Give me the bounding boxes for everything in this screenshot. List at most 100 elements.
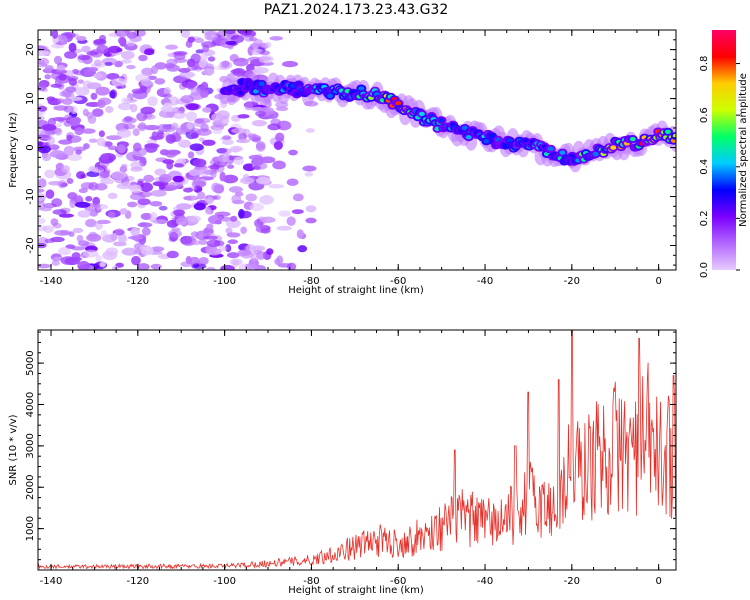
spectrogram-speckle — [137, 178, 145, 184]
spectrogram-speckle — [38, 105, 48, 112]
snr-ticks: -140 -120 -100 -80 -60 -40 -20 0 1000 2000 3000 400… — [25, 330, 676, 587]
spectrogram-xtick-label: 0 — [655, 276, 661, 287]
snr-xtick-label: -40 — [477, 576, 493, 587]
spectrogram-speckle — [94, 222, 103, 231]
spectrogram-speckle — [204, 206, 212, 215]
spectrogram-speckle — [286, 178, 299, 186]
spectrogram-speckle — [87, 115, 97, 124]
spectrogram-speckle — [255, 110, 267, 117]
spectrogram-speckle — [175, 217, 188, 226]
spectrogram-speckle — [75, 35, 87, 42]
spectrogram-speckle — [202, 107, 212, 113]
spectrogram-speckle — [127, 201, 138, 208]
spectrogram-speckle — [112, 265, 119, 270]
spectrogram-speckle — [173, 163, 185, 168]
spectrogram-speckle — [38, 84, 47, 91]
spectrogram-speckle — [245, 193, 257, 202]
spectrogram-speckle — [216, 147, 228, 154]
spectrogram-speckle — [140, 106, 156, 115]
spectrogram-speckle — [140, 212, 153, 221]
spectrogram-speckle — [99, 261, 106, 268]
spectrogram-speckle — [141, 227, 151, 236]
spectrogram-speckle — [67, 153, 82, 162]
spectrogram-speckle — [109, 90, 116, 99]
spectrogram-speckle — [38, 201, 46, 211]
spectrogram-xtick-label: -40 — [477, 276, 493, 287]
spectrogram-speckle — [93, 59, 103, 67]
spectrogram-speckle — [187, 151, 195, 159]
spectrogram-speckle — [251, 137, 261, 143]
spectrogram-speckle — [47, 135, 55, 146]
spectrogram-speckle — [237, 114, 250, 119]
spectrogram-speckle — [158, 182, 166, 190]
spectrogram-ridge-core — [358, 86, 365, 91]
spectrogram-speckle — [202, 139, 216, 146]
spectrogram-speckle — [266, 248, 274, 255]
spectrogram-speckle — [225, 227, 233, 234]
spectrogram-speckle — [291, 209, 304, 215]
spectrogram-speckle — [186, 81, 195, 90]
spectrogram-speckle — [75, 149, 82, 155]
spectrogram-speckle — [95, 86, 110, 96]
spectrogram-ridge-core — [418, 111, 425, 117]
spectrogram-speckle — [137, 222, 153, 228]
spectrogram-speckle — [228, 186, 243, 193]
spectrogram-xtick-label: -20 — [564, 276, 580, 287]
spectrogram-ridge-core — [293, 92, 300, 97]
spectrogram-speckle — [50, 83, 63, 88]
colorbar-tick-label: 0.8 — [699, 56, 710, 72]
spectrogram-speckle — [129, 35, 142, 43]
spectrogram-speckle — [149, 201, 163, 207]
spectrogram-speckle — [143, 174, 155, 183]
spectrogram-speckle — [165, 44, 178, 50]
spectrogram-speckle — [286, 262, 297, 270]
spectrogram-speckle — [144, 143, 160, 149]
spectrogram-speckle — [230, 145, 243, 152]
spectrogram-speckle — [121, 117, 137, 124]
spectrogram-speckle — [58, 34, 68, 45]
spectrogram-speckle — [137, 198, 151, 206]
spectrogram-speckle — [85, 195, 93, 202]
spectrogram-ytick-label: -20 — [25, 237, 36, 253]
spectrogram-speckle — [272, 160, 286, 170]
colorbar — [712, 30, 736, 270]
spectrogram-speckle — [141, 67, 154, 77]
spectrogram-speckle — [172, 175, 184, 183]
spectrogram-speckle — [68, 231, 75, 237]
spectrogram-speckle — [132, 128, 140, 137]
spectrogram-speckle — [239, 177, 255, 185]
spectrogram-ylabel: Frequency (Hz) — [8, 112, 19, 188]
spectrogram-speckle — [218, 245, 228, 252]
spectrogram-speckle — [86, 50, 99, 56]
spectrogram-speckle — [137, 122, 147, 132]
snr-xtick-label: -20 — [564, 576, 580, 587]
spectrogram-speckle — [74, 86, 90, 96]
spectrogram-speckle — [94, 183, 108, 191]
colorbar-label: Normalized spectral amplitude — [738, 73, 749, 227]
spectrogram-speckle — [150, 212, 158, 220]
spectrogram-speckle — [96, 137, 106, 147]
spectrogram-speckle — [68, 42, 77, 53]
spectrogram-speckle — [147, 75, 157, 81]
spectrogram-speckle — [81, 45, 91, 53]
figure-title: PAZ1.2024.173.23.43.G32 — [264, 2, 449, 18]
spectrogram-speckle — [188, 169, 201, 177]
spectrogram-speckle — [107, 192, 118, 200]
spectrogram-speckle — [296, 229, 304, 239]
spectrogram-speckle — [268, 183, 285, 189]
spectrogram-speckle — [116, 47, 123, 53]
spectrogram-ridge-core — [592, 151, 599, 157]
spectrogram-speckle — [43, 225, 54, 234]
spectrogram-speckle — [185, 255, 192, 264]
spectrogram-xtick-label: -140 — [40, 276, 63, 287]
spectrogram-speckle — [212, 127, 223, 135]
spectrogram-ridge-core — [559, 150, 566, 155]
spectrogram-speckle — [302, 165, 317, 172]
spectrogram-speckle — [52, 116, 67, 122]
spectrogram-speckle — [104, 141, 113, 147]
spectrogram-speckle — [232, 199, 245, 205]
spectrogram-speckle — [180, 30, 191, 39]
spectrogram-speckle — [44, 169, 55, 179]
spectrogram-ridge-core — [547, 146, 554, 151]
spectrogram-speckle — [204, 31, 219, 41]
